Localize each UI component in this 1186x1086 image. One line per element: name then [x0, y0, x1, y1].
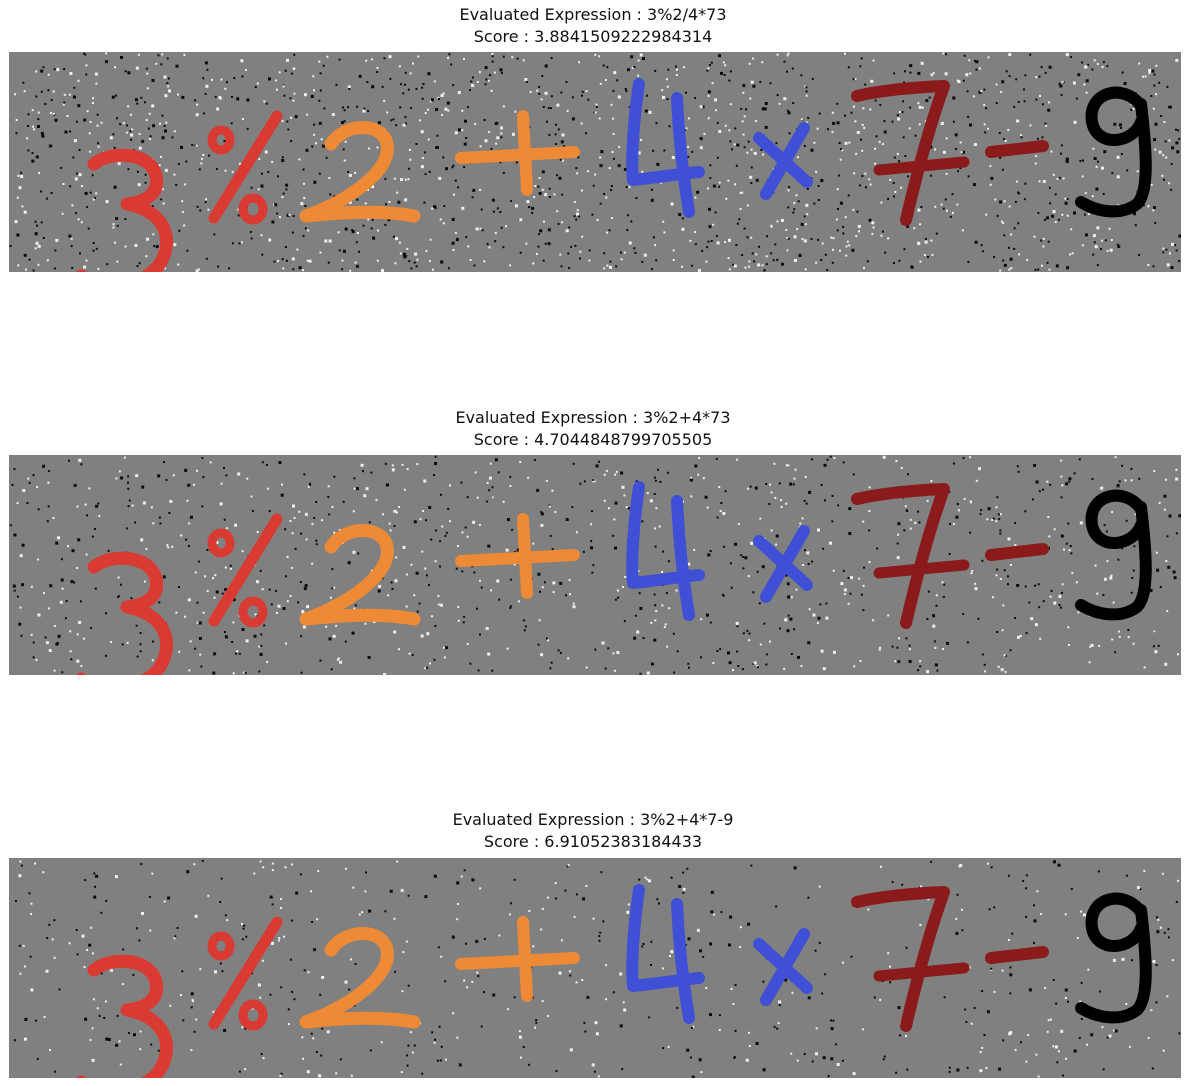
digit-7-bar-stroke: [873, 156, 970, 176]
digit-4-stem-stroke: [671, 92, 695, 218]
digit-9-tail-stroke: [1075, 904, 1152, 1024]
digit-7-bar-stroke: [873, 962, 970, 982]
percent-top-circle: [207, 931, 235, 961]
digit-4-stem-stroke: [671, 495, 695, 621]
plus-vertical-stroke: [517, 916, 533, 1002]
percent-bottom-circle: [238, 999, 268, 1031]
digit-2-stroke: [299, 927, 421, 1029]
score-label: Score : 4.7044848799705505: [473, 430, 713, 449]
digit-9-loop-stroke: [1085, 86, 1147, 146]
panel-title: Evaluated Expression : 3%2+4*73 Score : …: [0, 407, 1186, 451]
panel-title: Evaluated Expression : 3%2+4*7-9 Score :…: [0, 809, 1186, 853]
gray-background: [9, 52, 1181, 272]
handwriting-image: [9, 858, 1181, 1078]
times-stroke-b: [760, 928, 810, 1006]
handwriting-canvas: [9, 455, 1181, 675]
digit-2-stroke: [299, 524, 421, 626]
plus-vertical-stroke: [517, 110, 533, 196]
minus-stroke: [985, 946, 1049, 964]
percent-bottom-circle: [238, 596, 268, 628]
digit-7-top-stroke: [851, 80, 950, 226]
percent-slash-stroke: [208, 916, 283, 1030]
handwritten-expression: [75, 78, 1152, 272]
digit-9-loop-stroke: [1085, 892, 1147, 952]
evaluated-expression-label: Evaluated Expression : 3%2+4*7-9: [452, 810, 734, 829]
handwriting-image: [9, 455, 1181, 675]
handwriting-image: [9, 52, 1181, 272]
noise-speckles: [9, 52, 1181, 272]
handwriting-canvas: [9, 52, 1181, 272]
plus-vertical-stroke: [517, 513, 533, 599]
evaluated-expression-label: Evaluated Expression : 3%2+4*73: [455, 408, 731, 427]
times-stroke-b: [760, 525, 810, 603]
score-label: Score : 6.91052383184433: [483, 832, 703, 851]
percent-slash-stroke: [208, 513, 283, 627]
plus-horizontal-stroke: [455, 549, 580, 567]
plus-horizontal-stroke: [455, 146, 580, 164]
gray-background: [9, 455, 1181, 675]
digit-9-loop-stroke: [1085, 489, 1147, 549]
digit-2-stroke: [299, 121, 421, 223]
percent-top-circle: [207, 125, 235, 155]
plus-horizontal-stroke: [455, 952, 580, 970]
handwritten-expression: [75, 481, 1152, 675]
minus-stroke: [985, 140, 1049, 158]
evaluated-expression-label: Evaluated Expression : 3%2/4*73: [459, 5, 727, 24]
percent-top-circle: [207, 528, 235, 558]
minus-stroke: [985, 543, 1049, 561]
digit-7-top-stroke: [851, 886, 950, 1032]
percent-slash-stroke: [208, 110, 283, 224]
digit-3-stroke: [75, 551, 174, 675]
panel-title: Evaluated Expression : 3%2/4*73 Score : …: [0, 4, 1186, 48]
digit-4-stem-stroke: [671, 898, 695, 1024]
digit-7-top-stroke: [851, 483, 950, 629]
digit-9-tail-stroke: [1075, 98, 1152, 218]
gray-background: [9, 858, 1181, 1078]
digit-7-bar-stroke: [873, 559, 970, 579]
digit-3-stroke: [75, 148, 174, 272]
digit-3-stroke: [75, 954, 174, 1078]
digit-9-tail-stroke: [1075, 501, 1152, 621]
times-stroke-b: [760, 122, 810, 200]
score-label: Score : 3.8841509222984314: [473, 27, 713, 46]
handwritten-expression: [75, 884, 1152, 1078]
handwriting-canvas: [9, 858, 1181, 1078]
percent-bottom-circle: [238, 193, 268, 225]
